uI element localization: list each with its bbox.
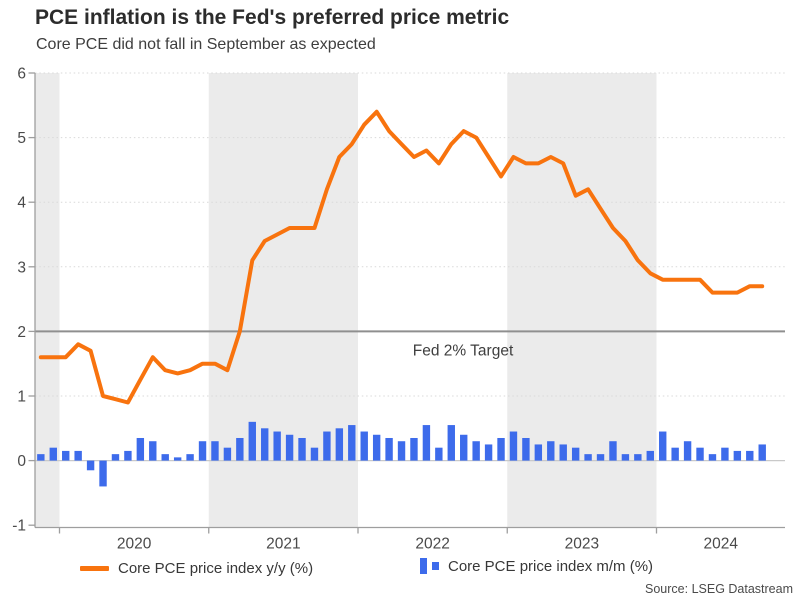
y-tick-label: 6	[17, 66, 26, 83]
mom-bar	[671, 447, 679, 461]
legend-label-mom: Core PCE price index m/m (%)	[448, 557, 654, 575]
mom-bar	[746, 450, 754, 461]
mom-bar	[285, 434, 294, 461]
legend-item-mom: Core PCE price index m/m (%)	[420, 556, 653, 576]
mom-bar	[149, 441, 157, 461]
mom-bar	[348, 425, 356, 461]
mom-bar	[397, 441, 406, 461]
mom-bar	[509, 431, 518, 461]
x-tick-label: 2020	[117, 536, 152, 553]
mom-bar	[99, 460, 107, 487]
x-tick-label: 2021	[266, 536, 300, 553]
mom-bar	[472, 441, 480, 461]
mom-bar	[49, 447, 57, 461]
mom-bar	[223, 447, 232, 461]
x-tick-label: 2024	[704, 536, 739, 553]
mom-bar	[584, 454, 592, 461]
mom-bar	[198, 441, 207, 461]
mom-bar	[335, 428, 344, 461]
mom-bar	[721, 447, 729, 461]
mom-bar	[609, 441, 617, 461]
mom-bar	[733, 450, 742, 461]
y-tick-label: 1	[17, 389, 26, 406]
yoy-line-swatch-icon	[80, 565, 109, 571]
mom-bar	[248, 421, 256, 461]
mom-bar	[111, 454, 120, 461]
mom-bar	[534, 444, 543, 461]
mom-bar	[447, 425, 455, 461]
source-attribution: Source: LSEG Datastream	[645, 582, 793, 596]
mom-bar	[273, 431, 281, 461]
y-tick-label: 2	[17, 324, 26, 341]
y-tick-label: 0	[17, 453, 26, 470]
legend-item-yoy: Core PCE price index y/y (%)	[80, 558, 313, 578]
y-tick-label: 5	[17, 130, 26, 147]
mom-bar	[596, 454, 605, 461]
year-shading-band	[208, 73, 358, 528]
mom-bar	[372, 434, 381, 461]
mom-bar	[136, 437, 145, 461]
mom-bar	[410, 437, 418, 461]
mom-swatch-bar-tall	[420, 558, 427, 574]
mom-bar	[621, 454, 630, 461]
yoy-line	[38, 109, 765, 405]
mom-bar	[708, 454, 717, 461]
mom-bar	[211, 441, 219, 461]
year-shading-band	[507, 73, 657, 528]
chart-subtitle: Core PCE did not fall in September as ex…	[36, 36, 376, 53]
mom-bar	[360, 431, 368, 461]
mom-bar	[261, 428, 269, 461]
mom-bar	[385, 437, 393, 461]
mom-bar	[758, 444, 766, 461]
mom-bar	[173, 457, 182, 461]
mom-bar	[86, 460, 95, 471]
mom-bar	[683, 441, 692, 461]
mom-bar	[37, 454, 45, 461]
mom-bar	[522, 437, 530, 461]
mom-bar	[124, 450, 132, 461]
chart-title: PCE inflation is the Fed's preferred pri…	[35, 6, 510, 29]
mom-bar	[236, 437, 244, 461]
y-tick-label: 4	[17, 195, 26, 212]
mom-bar	[62, 450, 70, 461]
x-tick-label: 2022	[415, 536, 449, 553]
legend-label-yoy: Core PCE price index y/y (%)	[118, 559, 314, 577]
mom-bar	[484, 444, 493, 461]
y-tick-label: -1	[12, 518, 26, 535]
mom-bar	[310, 447, 319, 461]
mom-bar	[571, 447, 580, 461]
mom-swatch-bar-small	[432, 562, 439, 570]
x-tick-label: 2023	[565, 536, 599, 553]
mom-bar	[460, 434, 468, 461]
mom-bar	[74, 450, 82, 461]
mom-bar	[422, 425, 431, 461]
mom-bar	[161, 454, 169, 461]
fed-target-label: Fed 2% Target	[413, 342, 514, 359]
y-tick-label: 3	[17, 259, 26, 276]
mom-bar	[646, 450, 654, 461]
mom-bar	[298, 437, 306, 461]
mom-bar	[696, 447, 704, 461]
mom-bar	[497, 437, 505, 461]
mom-bar	[659, 431, 667, 461]
mom-bars-swatch-icon	[420, 558, 439, 574]
mom-bar	[559, 444, 567, 461]
mom-bar	[186, 454, 194, 461]
mom-bar	[547, 441, 555, 461]
mom-bar	[323, 431, 331, 461]
mom-bar	[634, 454, 642, 461]
mom-bar	[435, 447, 443, 461]
